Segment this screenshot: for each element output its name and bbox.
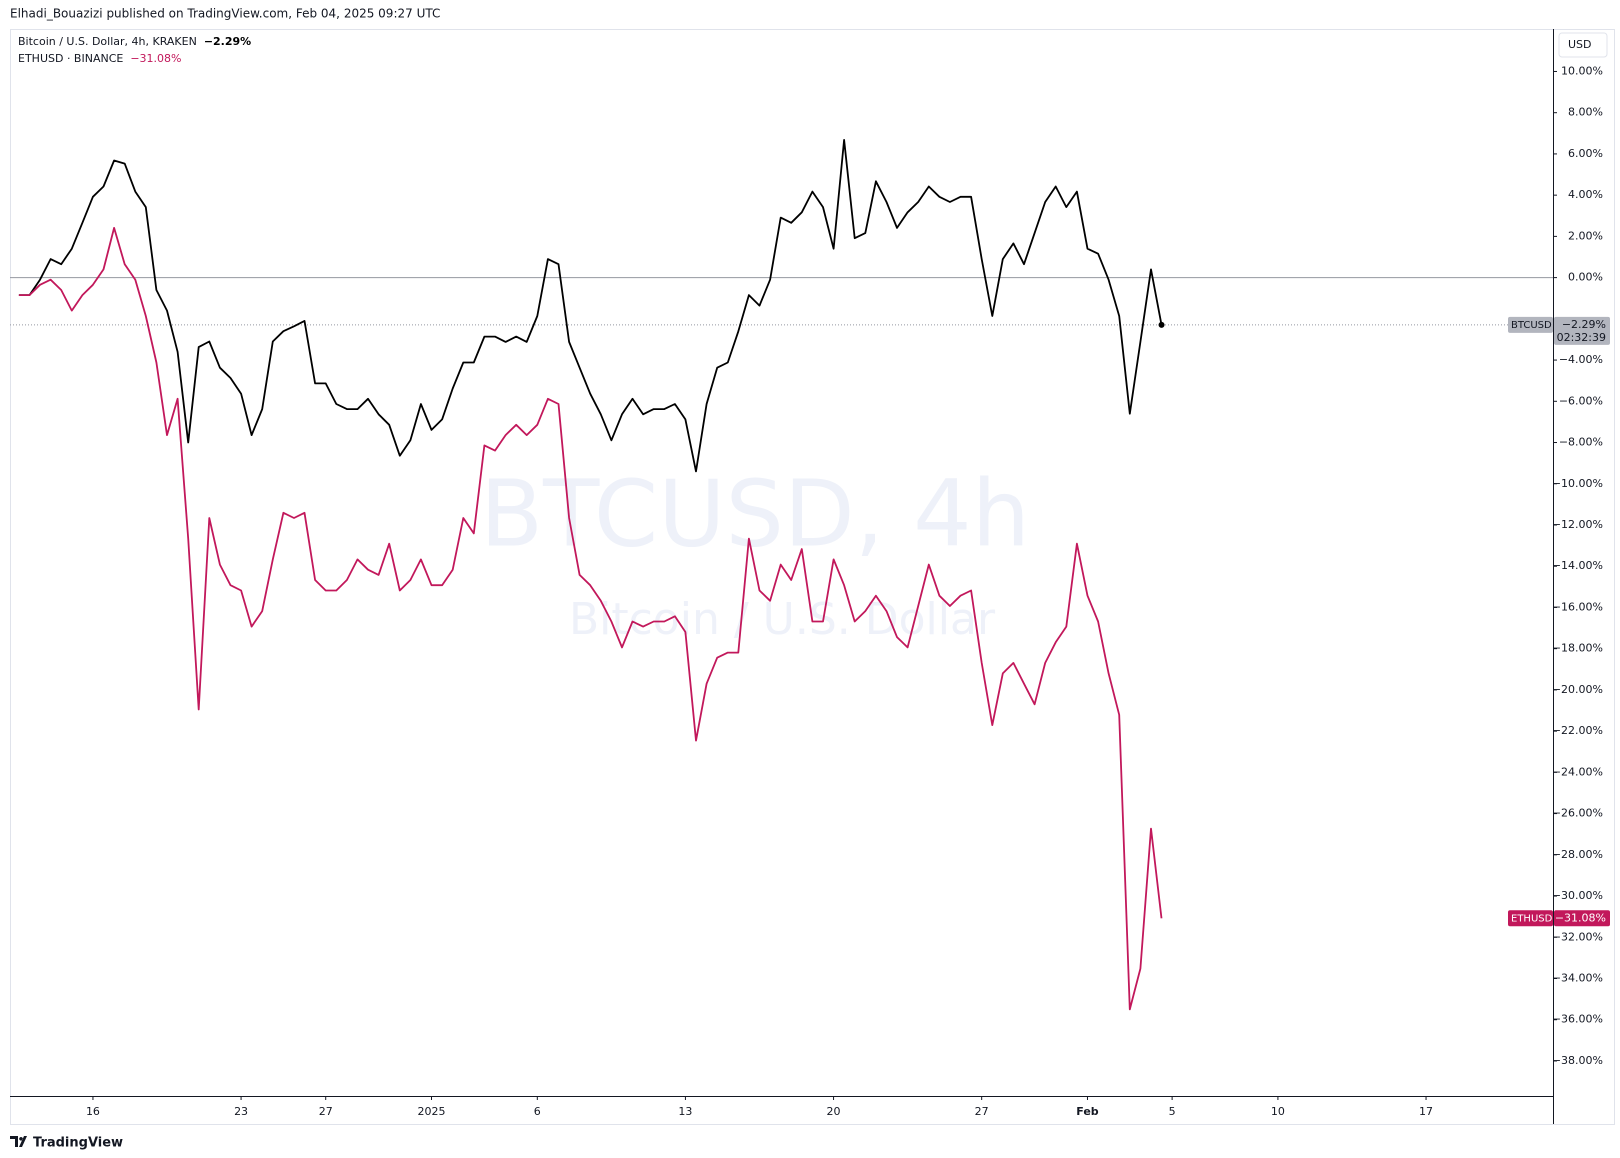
y-tick-label: 4.00% [1568, 188, 1603, 201]
series-line [18, 227, 1163, 1011]
y-tick-label: −14.00% [1552, 559, 1603, 572]
footer-brand: TradingView [33, 1136, 123, 1151]
price-tag [1554, 910, 1610, 927]
x-tick-label: Feb [1076, 1105, 1099, 1118]
footer-logo: TradingView [10, 1136, 123, 1151]
x-tick-label: 6 [534, 1105, 541, 1118]
publish-header: Elhadi_Bouazizi published on TradingView… [10, 7, 440, 21]
y-tick-label: −12.00% [1552, 518, 1603, 531]
y-tick-label: −8.00% [1559, 436, 1603, 449]
y-tick-label: −18.00% [1552, 642, 1603, 655]
y-tick-label: −4.00% [1559, 353, 1603, 366]
y-tick-label: −28.00% [1552, 848, 1603, 861]
x-tick-label: 5 [1169, 1105, 1176, 1118]
currency-label[interactable]: USD [1568, 38, 1592, 51]
series-line [18, 139, 1163, 473]
x-tick-label: 20 [827, 1105, 841, 1118]
x-tick-label: 16 [86, 1105, 100, 1118]
y-tick-label: −20.00% [1552, 683, 1603, 696]
legend-name: ETHUSD · BINANCE [18, 52, 123, 65]
price-tag [1554, 316, 1610, 345]
watermark-subtitle: Bitcoin / U.S. Dollar [569, 594, 996, 645]
y-tick-label: −30.00% [1552, 889, 1603, 902]
x-tick-label: 2025 [418, 1105, 446, 1118]
price-tag-label: −31.08% [1555, 911, 1606, 924]
y-tick-label: −36.00% [1552, 1013, 1603, 1026]
y-tick-label: 10.00% [1561, 64, 1603, 77]
y-tick-label: −10.00% [1552, 477, 1603, 490]
legend-change: −2.29% [204, 35, 251, 48]
currency-button[interactable] [1558, 32, 1608, 58]
x-tick-label: 10 [1271, 1105, 1285, 1118]
y-tick-label: −38.00% [1552, 1054, 1603, 1067]
x-tick-label: 27 [975, 1105, 989, 1118]
y-tick-label: −22.00% [1552, 724, 1603, 737]
legend-change: −31.08% [130, 52, 181, 65]
x-tick-label: 13 [678, 1105, 692, 1118]
x-tick-label: 23 [234, 1105, 248, 1118]
y-tick-label: −24.00% [1552, 765, 1603, 778]
y-tick-label: −16.00% [1552, 600, 1603, 613]
y-tick-label: 2.00% [1568, 229, 1603, 242]
y-tick-label: −6.00% [1559, 394, 1603, 407]
watermark: BTCUSD, 4h [480, 460, 1030, 567]
y-tick-label: −26.00% [1552, 807, 1603, 820]
y-tick-label: −32.00% [1552, 930, 1603, 943]
legend-name: Bitcoin / U.S. Dollar, 4h, KRAKEN [18, 35, 197, 48]
symbol-tag [1508, 316, 1553, 333]
logo-icon [10, 1136, 27, 1147]
symbol-tag [1508, 910, 1553, 927]
chart-frame [10, 29, 1615, 1125]
y-tick-label: 6.00% [1568, 147, 1603, 160]
x-tick-label: 27 [319, 1105, 333, 1118]
countdown-label: 02:32:39 [1557, 331, 1606, 344]
symbol-tag-label: BTCUSD [1511, 320, 1552, 331]
symbol-tag-label: ETHUSD [1511, 913, 1553, 924]
last-point [1158, 321, 1165, 328]
y-tick-label: 0.00% [1568, 271, 1603, 284]
y-tick-label: 8.00% [1568, 106, 1603, 119]
x-tick-label: 17 [1419, 1105, 1433, 1118]
y-tick-label: −34.00% [1552, 971, 1603, 984]
price-tag-label: −2.29% [1562, 318, 1606, 331]
